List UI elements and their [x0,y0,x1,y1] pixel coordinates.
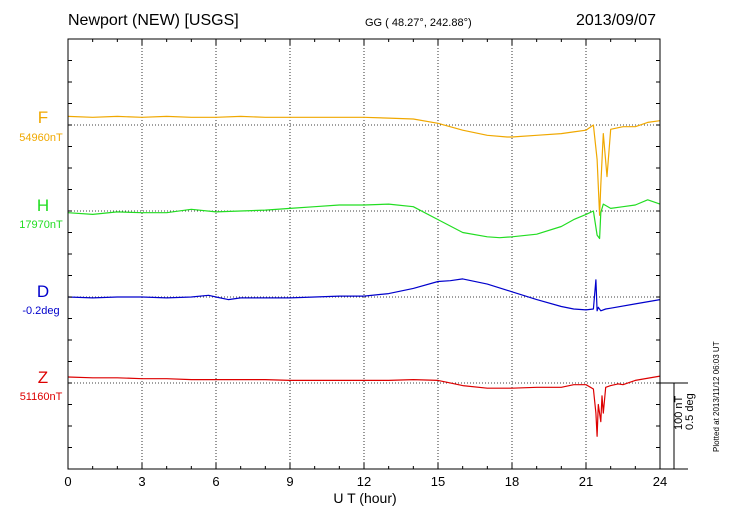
channel-h-baseline: 17970nT [19,219,63,231]
plotted-timestamp: Plotted at 2013/11/12 06:03 UT [712,341,721,452]
x-tick-label: 15 [430,474,446,489]
series-line-f [67,115,661,216]
channel-d-label: D [36,282,50,301]
scale-bar [660,382,688,470]
x-tick-label: 3 [138,474,146,489]
x-tick-label: 9 [286,474,294,489]
channel-f-baseline: 54960nT [19,132,63,144]
series-line-h [67,199,661,240]
chart-date: 2013/09/07 [576,12,657,29]
series-line-z [67,375,661,437]
channel-z-label: Z [37,368,49,387]
x-tick-label: 21 [578,474,594,489]
scale-deg-label: 0.5 deg [684,393,696,430]
channel-z-baseline: 51160nT [19,391,63,403]
x-tick-label: 24 [652,474,668,489]
channel-f-label: F [37,108,49,127]
x-tick-label: 12 [356,474,372,489]
x-axis-label: U T (hour) [333,490,397,506]
x-tick-label: 0 [64,474,72,489]
channel-h-label: H [36,196,50,215]
x-tick-label: 18 [504,474,520,489]
channel-d-baseline: -0.2deg [22,305,60,317]
x-tick-label: 6 [212,474,220,489]
series-line-d [67,278,661,312]
plot-frame [67,38,661,470]
station-title: Newport (NEW) [USGS] [68,12,239,29]
station-coords: GG ( 48.27°, 242.88°) [365,17,472,29]
